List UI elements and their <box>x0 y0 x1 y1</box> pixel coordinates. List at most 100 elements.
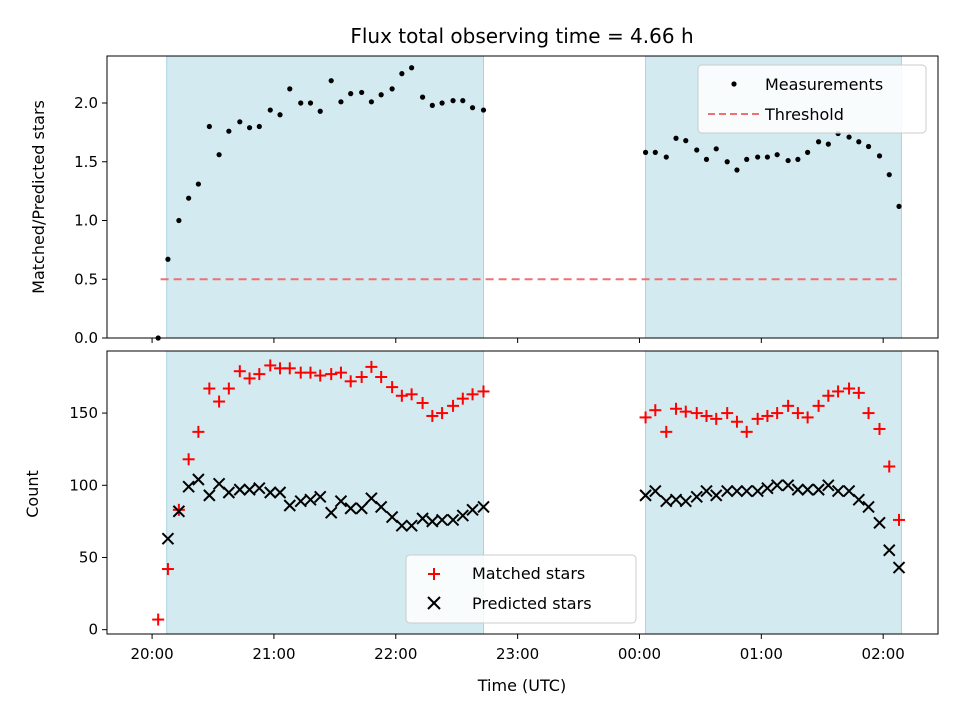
predicted-star-point <box>456 509 470 522</box>
plot-frame <box>106 350 939 635</box>
matched-star-point <box>700 409 713 422</box>
predicted-star-point <box>435 513 449 527</box>
measurement-point <box>865 143 872 150</box>
matched-star-point <box>375 370 388 383</box>
y-tick-label: 150 <box>69 404 98 422</box>
plot-frame <box>106 55 939 339</box>
measurement-point <box>460 98 466 104</box>
legend-predicted-label: Predicted stars <box>472 594 592 613</box>
predicted-star-point <box>477 500 490 514</box>
legend-matched-label: Matched stars <box>472 564 585 583</box>
matched-star-point <box>314 369 327 382</box>
matched-star-point <box>812 399 825 412</box>
predicted-star-point <box>710 489 723 502</box>
x-axis-label: Time (UTC) <box>477 676 566 695</box>
ratio-legend: Measurements Threshold <box>697 64 927 134</box>
measurement-point <box>694 147 700 153</box>
measurement-point <box>755 154 761 160</box>
measurement-point <box>226 128 232 134</box>
matched-star-point <box>253 368 266 381</box>
matched-star-point <box>416 396 429 409</box>
x-tick-label: 20:00 <box>130 645 173 663</box>
measurement-point <box>287 86 293 92</box>
matched-star-point <box>222 382 235 395</box>
predicted-star-point <box>374 500 388 514</box>
predicted-star-point <box>283 499 296 512</box>
predicted-star-point <box>679 494 692 508</box>
predicted-star-point <box>192 473 205 486</box>
observing-window-1 <box>166 55 485 339</box>
predicted-star-point <box>700 484 713 498</box>
measurement-point <box>673 135 679 141</box>
measurement-point <box>409 65 415 71</box>
measurement-point <box>785 157 791 164</box>
y-tick-label: 100 <box>69 476 98 494</box>
predicted-star-point <box>740 484 753 498</box>
x-tick-label: 21:00 <box>252 645 295 663</box>
predicted-star-point <box>182 480 195 493</box>
matched-star-point <box>822 389 835 402</box>
matched-star-point <box>751 412 764 425</box>
legend-measurements-marker <box>731 81 737 87</box>
predicted-star-point <box>446 513 460 527</box>
matched-star-point <box>334 366 347 379</box>
predicted-star-point <box>161 532 175 545</box>
matched-star-point <box>243 372 256 385</box>
series-matched-stars <box>152 359 906 626</box>
measurement-point <box>195 181 201 187</box>
measurement-point <box>439 100 445 106</box>
measurement-point <box>419 94 426 100</box>
matched-star-point <box>649 404 662 417</box>
ratio-legend-box <box>697 64 927 134</box>
x-tick-label: 01:00 <box>740 645 783 663</box>
measurement-point <box>399 71 405 77</box>
matched-star-point <box>152 613 165 626</box>
series-predicted-stars <box>161 473 906 574</box>
measurement-point <box>825 141 831 147</box>
matched-star-point <box>213 395 226 408</box>
series-measurements <box>155 65 902 341</box>
measurement-point <box>378 92 384 98</box>
measurement-point <box>267 107 273 113</box>
predicted-star-point <box>862 500 875 514</box>
measurement-point <box>389 86 395 92</box>
measurement-point <box>663 154 669 160</box>
measurement-point <box>450 98 456 104</box>
matched-star-point <box>761 409 774 422</box>
measurement-point <box>176 217 182 224</box>
y-tick-label: 2.0 <box>74 94 98 112</box>
measurement-point <box>338 99 344 105</box>
predicted-star-point <box>730 484 744 498</box>
matched-star-point <box>852 386 865 399</box>
measurement-point <box>703 156 710 162</box>
legend-predicted-marker <box>427 596 441 610</box>
matched-star-point <box>283 362 296 375</box>
predicted-star-point <box>761 481 774 495</box>
matched-star-point <box>456 392 469 405</box>
matched-star-point <box>660 425 673 438</box>
matched-star-point <box>203 382 216 395</box>
predicted-star-point <box>233 483 247 496</box>
y-tick-label: 50 <box>79 548 98 566</box>
predicted-star-point <box>873 516 886 530</box>
matched-star-point <box>436 407 449 420</box>
measurement-point <box>368 99 375 105</box>
matched-star-point <box>873 422 886 435</box>
measurement-point <box>734 167 740 173</box>
measurement-point <box>186 195 192 201</box>
measurement-point <box>805 149 811 155</box>
predicted-star-point <box>639 489 652 502</box>
x-tick-label: 22:00 <box>374 645 417 663</box>
predicted-star-point <box>781 479 795 492</box>
predicted-star-point <box>172 505 186 518</box>
measurement-point <box>298 100 304 106</box>
matched-star-point <box>365 360 378 373</box>
y-tick-label: 1.5 <box>74 153 98 171</box>
matched-star-point <box>304 366 317 379</box>
measurement-point <box>277 112 283 118</box>
matched-star-point <box>466 388 479 401</box>
measurement-point <box>896 203 902 209</box>
matched-star-point <box>721 407 734 420</box>
measurement-point <box>155 335 161 341</box>
